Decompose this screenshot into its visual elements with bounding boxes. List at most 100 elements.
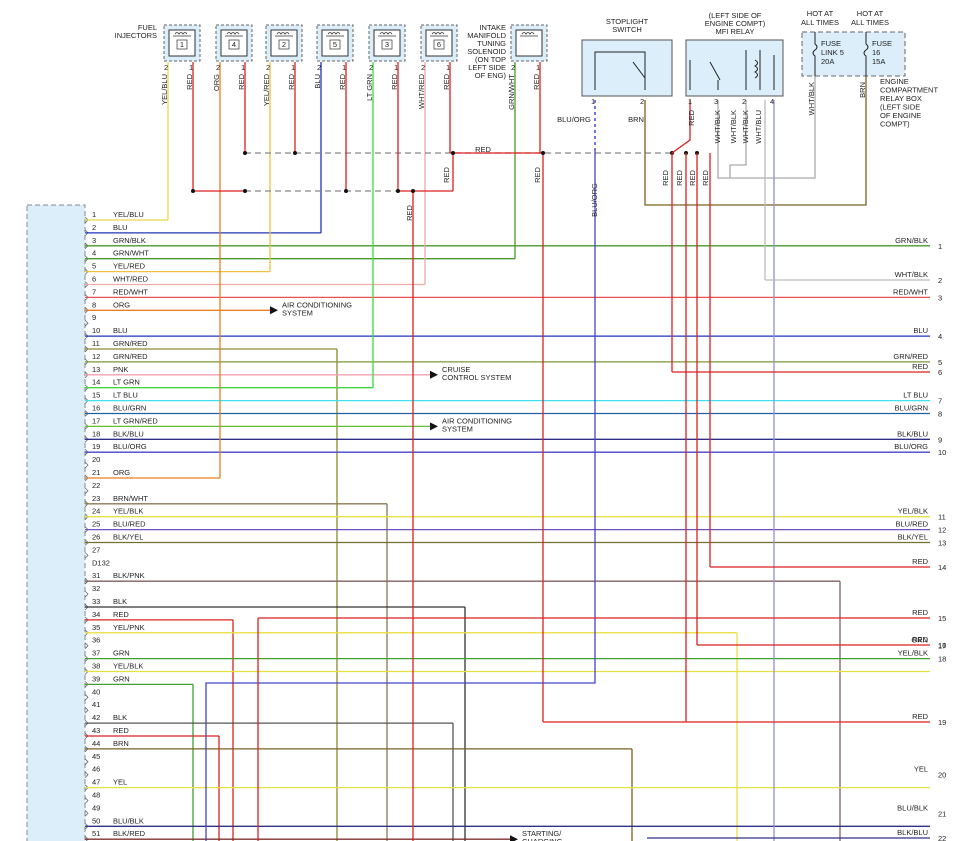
right-wire-number: 10 — [938, 448, 946, 457]
pin-number: 1 — [342, 63, 346, 72]
splice — [191, 189, 195, 193]
hot-label: HOT AT — [807, 9, 834, 18]
component-label: OF ENGINE — [880, 111, 921, 120]
pin-number: 49 — [92, 803, 100, 812]
arrow — [430, 370, 438, 379]
fuse-label: 20A — [821, 57, 834, 66]
injector-number: 2 — [282, 40, 286, 49]
splice-label: RED — [442, 167, 451, 183]
wire-label: YEL — [113, 778, 127, 787]
component-label: COMPT) — [880, 119, 910, 128]
right-wire-label: BLK/BLU — [897, 828, 928, 837]
right-wire-label: YEL/BLK — [898, 649, 928, 658]
wire-label: BLU/ORG — [113, 442, 147, 451]
destination-label: AIR CONDITIONING — [282, 300, 352, 309]
pin-number: 43 — [92, 726, 100, 735]
pin-number: 37 — [92, 649, 100, 658]
pin-number: 34 — [92, 610, 100, 619]
destination-label: STARTING/ — [522, 829, 562, 838]
pin-terminal — [84, 758, 89, 766]
splice — [396, 189, 400, 193]
pin-number: 17 — [92, 416, 100, 425]
pin-number: 2 — [92, 223, 96, 232]
pin-number: 47 — [92, 778, 100, 787]
wire-label: RED — [113, 726, 129, 735]
wire-label: ORG — [113, 300, 130, 309]
fuse-label: 15A — [872, 57, 885, 66]
wire-label: BRN — [628, 115, 644, 124]
wire-label: WHT/RED — [417, 73, 426, 109]
wire-label: BRN — [858, 82, 867, 98]
wire-label: BLK/PNK — [113, 571, 145, 580]
wire-label: WHT/BLK — [713, 110, 722, 143]
number-box — [329, 39, 341, 50]
right-wire-number: 7 — [938, 397, 942, 406]
destination-label: CRUISE — [442, 365, 470, 374]
right-wire-number: 12 — [938, 526, 946, 535]
right-wire-label: RED — [912, 712, 928, 721]
pin-number: 10 — [92, 326, 100, 335]
fuse-symbols — [812, 32, 869, 76]
right-wire-label: BLU/GRN — [895, 403, 928, 412]
pin-number: 19 — [92, 442, 100, 451]
splice — [243, 189, 247, 193]
right-wire-label: RED — [912, 362, 928, 371]
splice — [541, 151, 545, 155]
splice — [344, 189, 348, 193]
pin-number: 1 — [446, 63, 450, 72]
wire-label: YEL/BLK — [113, 507, 143, 516]
wire-label: ORG — [113, 468, 130, 477]
relay-box-outline — [801, 31, 906, 77]
wire-label: RED — [237, 73, 246, 89]
injector-number: 4 — [232, 40, 236, 49]
wire-label: BLK — [113, 713, 127, 722]
wire-label: RED — [185, 73, 194, 89]
splice-label: RED — [475, 145, 491, 154]
pin-number: 16 — [92, 403, 100, 412]
injector-number: 6 — [437, 40, 441, 49]
wire — [717, 72, 816, 179]
pin-terminal — [84, 694, 89, 701]
destination-label: CONTROL SYSTEM — [442, 373, 511, 382]
wire-label: BRN — [113, 739, 129, 748]
pin-terminal — [84, 552, 89, 559]
number-box — [228, 39, 240, 50]
wire — [205, 150, 596, 841]
splice-label: RED — [688, 170, 697, 186]
pin-number: 39 — [92, 674, 100, 683]
pin-number: 20 — [92, 455, 100, 464]
pin-number: 2 — [511, 63, 515, 72]
switch-box — [581, 39, 673, 97]
fuse-label: FUSE — [872, 39, 892, 48]
relay-symbol — [689, 50, 775, 90]
wire — [644, 72, 867, 206]
component-label: MANIFOLD — [467, 31, 506, 40]
pin-number: 31 — [92, 571, 100, 580]
pin-number: 5 — [92, 262, 96, 271]
pin-number: 12 — [92, 352, 100, 361]
wire-label: BRN/WHT — [113, 494, 148, 503]
hot-label: ALL TIMES — [801, 18, 839, 27]
wire-label: BLU/RED — [113, 520, 146, 529]
destination-label: AIR CONDITIONING — [442, 416, 512, 425]
pin-number: 1 — [92, 210, 96, 219]
component-label: ENGINE — [880, 77, 909, 86]
right-wire-label: GRN — [911, 636, 928, 645]
wire-label: WHT/BLK — [741, 110, 750, 143]
pin-number: 15 — [92, 391, 100, 400]
number-box — [278, 39, 290, 50]
pin-number: 14 — [92, 378, 100, 387]
component-label: COMPARTMENT — [880, 85, 938, 94]
splice — [243, 151, 247, 155]
connector-body — [26, 204, 86, 841]
wire-label: RED — [287, 73, 296, 89]
wire-label: WHT/BLU — [754, 110, 763, 144]
component-label: (LEFT SIDE OF — [709, 11, 762, 20]
splice-label: BLU/ORG — [590, 183, 599, 217]
component-label: (ON TOP — [475, 55, 506, 64]
pin-terminal — [84, 797, 89, 804]
pin-number: 2 — [216, 63, 220, 72]
destination-label: SYSTEM — [442, 424, 473, 433]
wire-label: BLK/BLU — [113, 429, 144, 438]
